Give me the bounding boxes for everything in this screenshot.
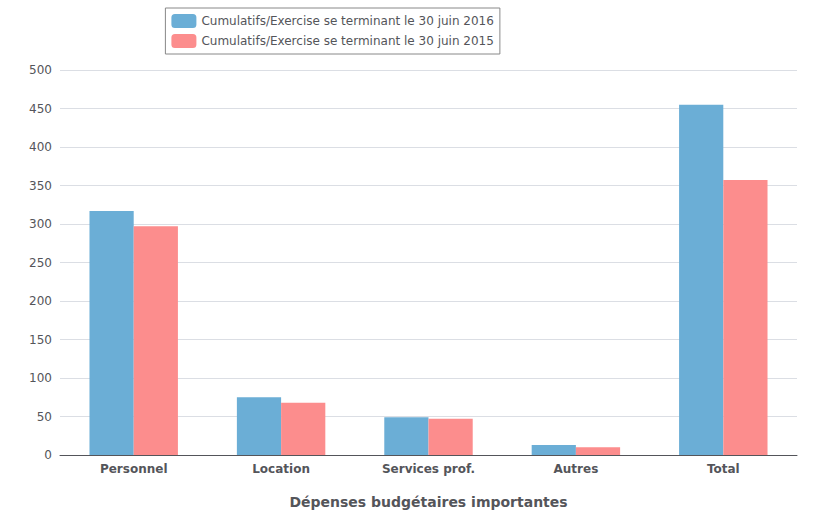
svg-text:Personnel: Personnel xyxy=(100,462,168,476)
svg-text:200: 200 xyxy=(29,294,52,308)
svg-text:400: 400 xyxy=(29,140,52,154)
svg-text:450: 450 xyxy=(29,102,52,116)
svg-text:Location: Location xyxy=(252,462,310,476)
svg-text:500: 500 xyxy=(29,63,52,77)
svg-text:350: 350 xyxy=(29,179,52,193)
svg-text:300: 300 xyxy=(29,217,52,231)
svg-text:Services prof.: Services prof. xyxy=(382,462,475,476)
svg-text:150: 150 xyxy=(29,333,52,347)
svg-text:Cumulatifs/Exercise se termina: Cumulatifs/Exercise se terminant le 30 j… xyxy=(201,34,494,48)
svg-text:50: 50 xyxy=(37,410,52,424)
svg-text:Dépenses budgétaires important: Dépenses budgétaires importantes xyxy=(289,494,567,510)
svg-text:Autres: Autres xyxy=(554,462,599,476)
svg-text:250: 250 xyxy=(29,256,52,270)
svg-text:100: 100 xyxy=(29,371,52,385)
svg-text:Cumulatifs/Exercise se termina: Cumulatifs/Exercise se terminant le 30 j… xyxy=(201,14,494,28)
svg-text:0: 0 xyxy=(44,448,52,462)
svg-text:Total: Total xyxy=(707,462,740,476)
